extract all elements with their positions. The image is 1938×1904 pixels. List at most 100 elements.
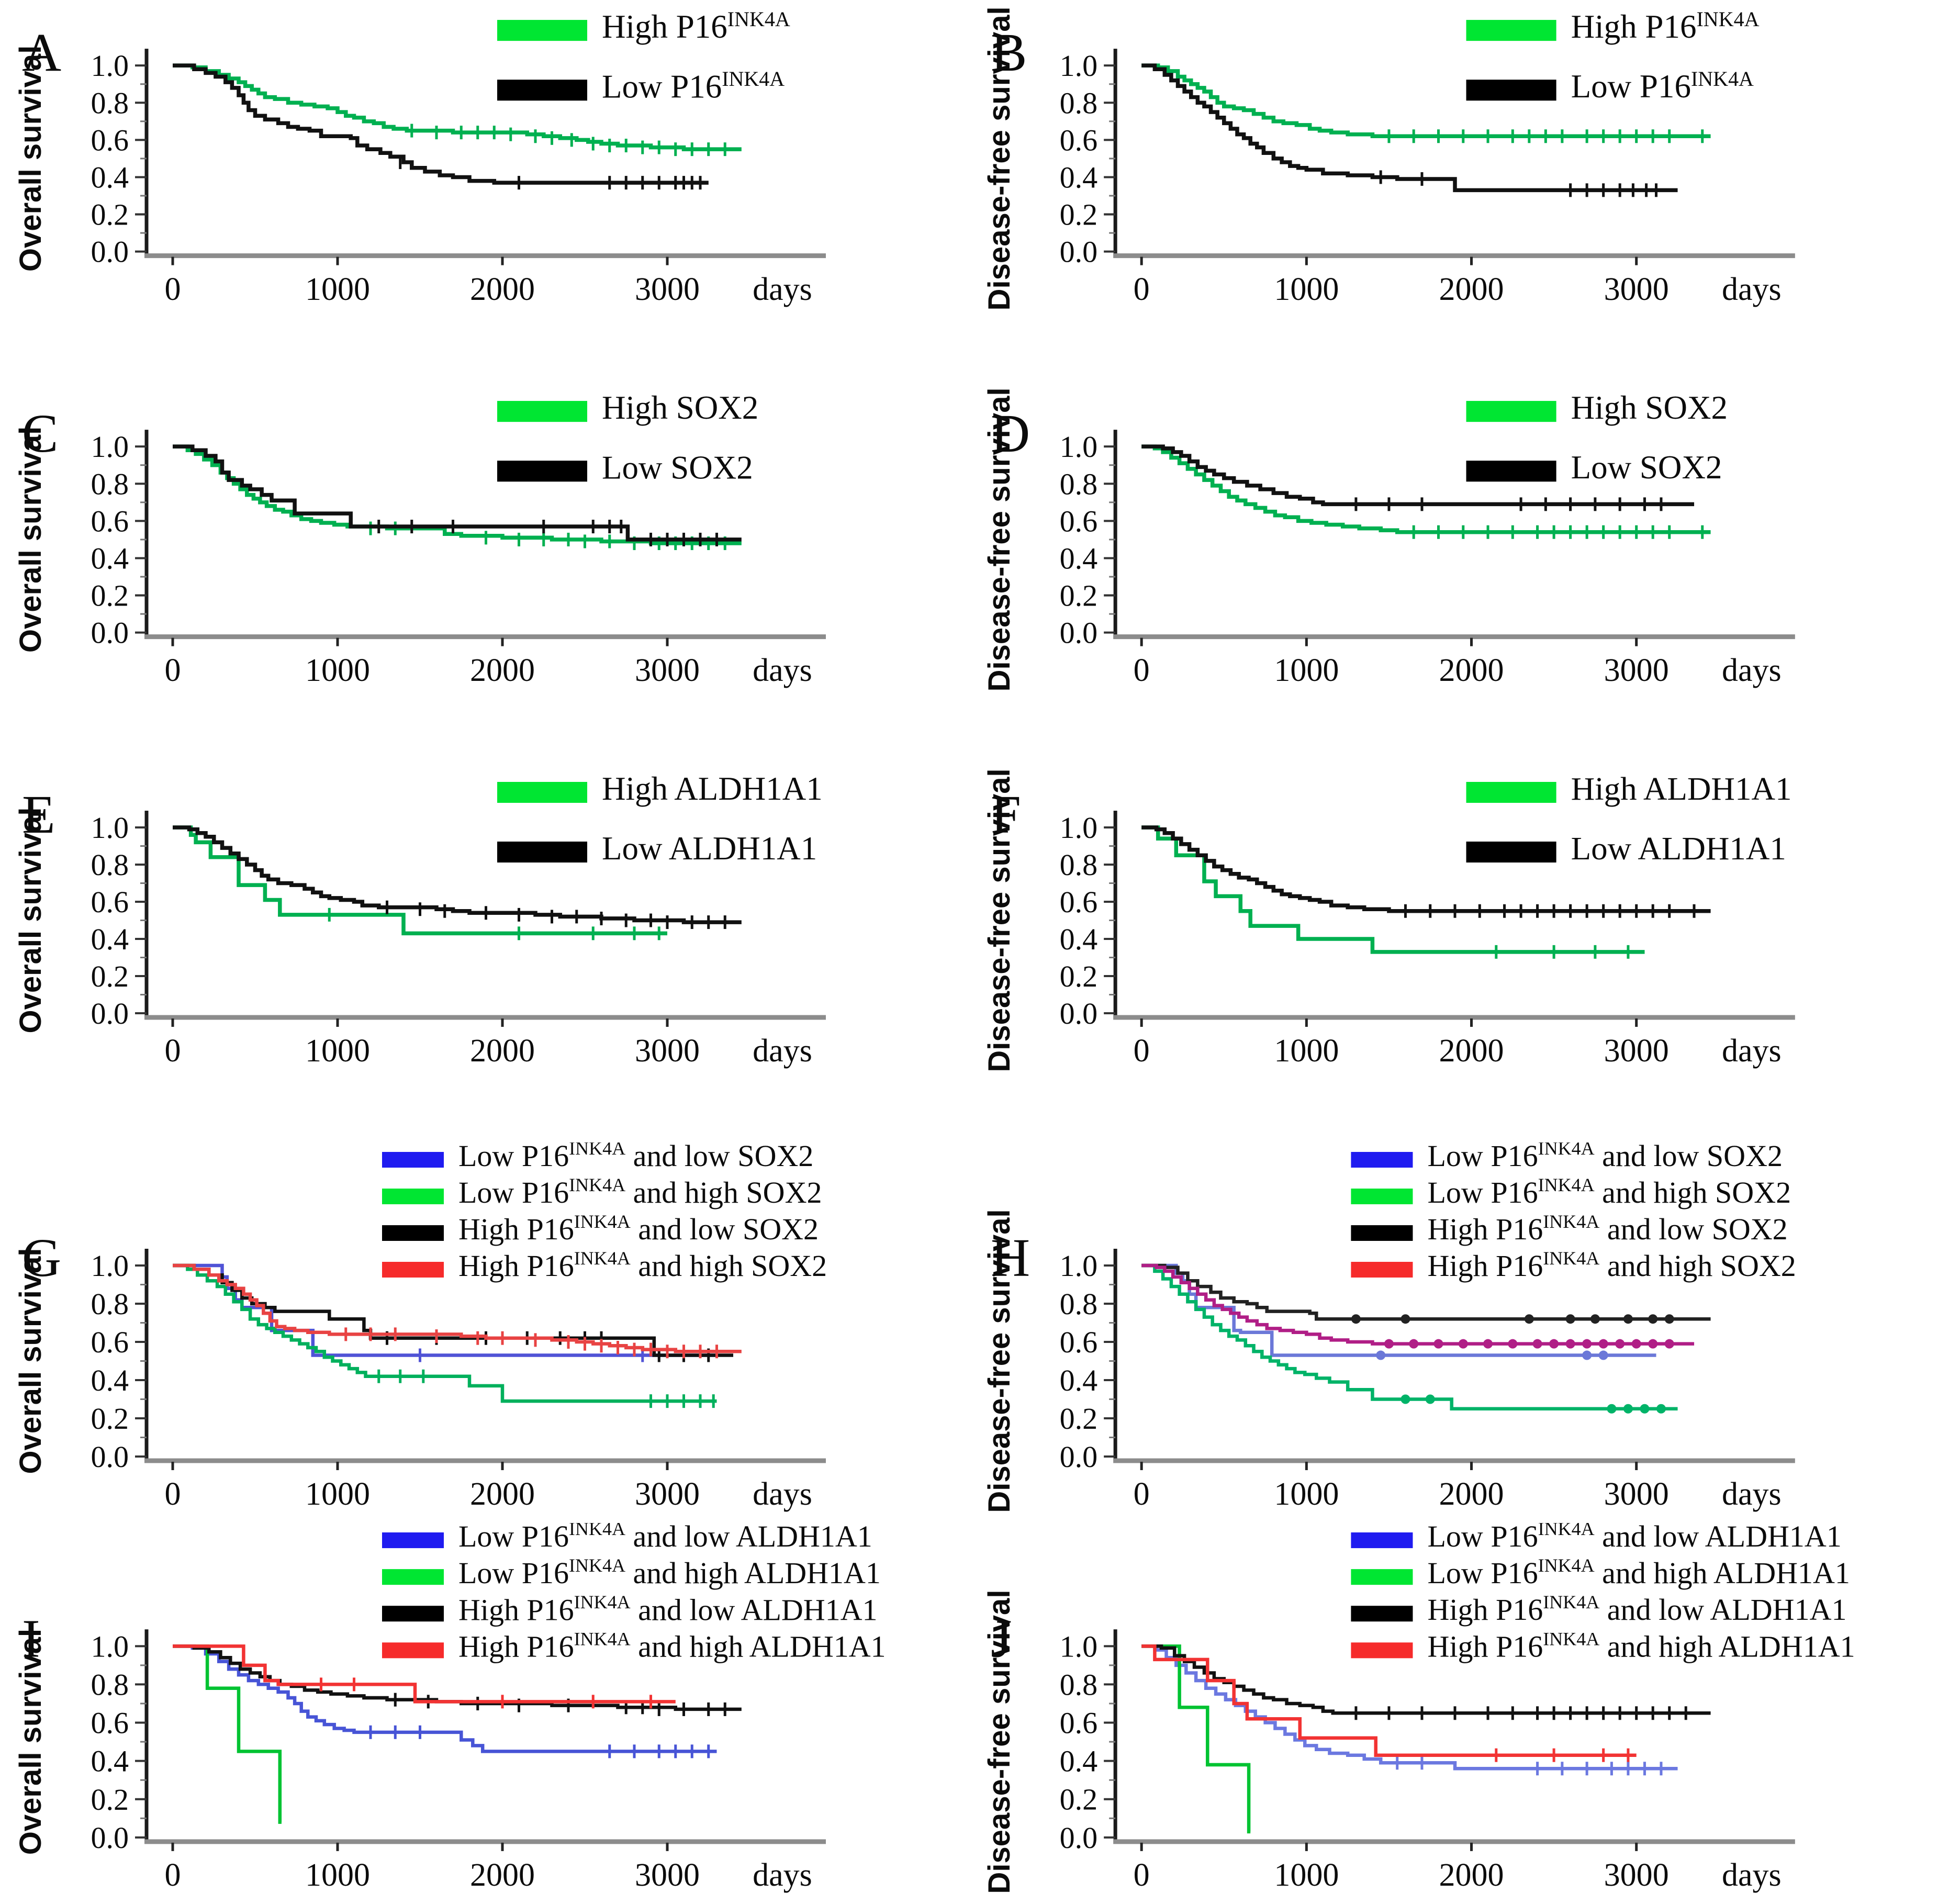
censor-mark [1648, 1314, 1658, 1324]
y-tick-label: 1.0 [1060, 49, 1098, 83]
km-curve-high-aldh1a1 [173, 825, 667, 936]
legend-swatch [382, 1569, 444, 1585]
km-curve-low-p16ink4a-and-high-sox2 [1141, 1263, 1678, 1411]
y-tick-label: 0.2 [1060, 198, 1098, 232]
y-tick-label: 0.6 [1060, 885, 1098, 919]
km-curve-high-sox2 [1141, 444, 1711, 534]
y-tick-label: 0.4 [1060, 1744, 1098, 1778]
y-tick-label: 0.8 [1060, 1287, 1098, 1321]
km-curve-low-sox2 [1141, 444, 1695, 507]
legend-item: High P16INK4A and high SOX2 [1351, 1248, 1796, 1283]
legend-label: High P16INK4A [1571, 7, 1760, 45]
legend-swatch [382, 1262, 444, 1278]
legend-item: High SOX2 [1466, 389, 1728, 426]
y-tick-label: 0.0 [91, 1821, 129, 1855]
censor-mark [1607, 1404, 1617, 1414]
x-axis-title: days [1722, 1476, 1782, 1512]
legend-item: High ALDH1A1 [497, 770, 823, 807]
y-tick-label: 0.4 [1060, 160, 1098, 194]
legend-item: Low P16INK4A and low SOX2 [382, 1143, 813, 1173]
y-tick-label: 0.0 [1060, 1821, 1098, 1855]
km-curve-low-aldh1a1 [173, 825, 742, 924]
legend-swatch [497, 461, 587, 482]
legend-swatch [1466, 782, 1556, 803]
panel-a-chart: 0.00.2 0.40.60.81.0 0 1000 2000 3000 days Overa… [14, 7, 826, 307]
legend-item: Low ALDH1A1 [1466, 830, 1786, 867]
y-tick-label: 0.6 [91, 504, 129, 538]
legend-label: High P16INK4A and low ALDH1A1 [1427, 1592, 1846, 1627]
legend-swatch [497, 20, 587, 41]
km-curve-low-p16ink4a [1141, 63, 1678, 193]
legend-item: Low ALDH1A1 [497, 830, 817, 867]
y-tick-label: 0.6 [91, 1706, 129, 1740]
censor-mark [1351, 1314, 1361, 1324]
x-axis-title: days [1722, 272, 1782, 307]
legend-item: Low SOX2 [497, 449, 753, 486]
legend-item: High ALDH1A1 [1466, 770, 1792, 807]
x-tick-label: 1000 [1274, 272, 1339, 307]
x-axis-title: days [753, 272, 812, 307]
legend-item: Low P16INK4A [497, 67, 785, 105]
y-tick-label: 1.0 [1060, 811, 1098, 845]
x-tick-label: 1000 [1274, 1476, 1339, 1512]
x-tick-label: 0 [1134, 1476, 1150, 1512]
y-tick-label: 0.8 [91, 1287, 129, 1321]
y-tick-label: 0.8 [91, 1667, 129, 1701]
y-tick-label: 0.0 [91, 235, 129, 269]
x-tick-label: 3000 [635, 1033, 700, 1069]
censor-mark [1401, 1394, 1410, 1404]
panel-c: 0.0 0.2 0.4 0.6 0.8 1.0 0 1000 2000 3000 days Overa… [0, 381, 969, 762]
censor-mark [1615, 1339, 1625, 1349]
legend-swatch [497, 80, 587, 101]
y-tick-label: 0.4 [91, 1744, 129, 1778]
legend-label: High SOX2 [602, 389, 758, 426]
legend-label: High ALDH1A1 [602, 770, 823, 807]
panel-h: 0.0 0.2 0.4 0.6 0.8 1.0 0 1000 2000 3000 days Disea… [969, 1143, 1938, 1523]
km-curve-high-p16ink4a-and-high-sox2 [173, 1263, 742, 1353]
panel-letter: D [991, 403, 1030, 464]
legend-swatch [1351, 1606, 1413, 1622]
x-axis-title: days [1722, 653, 1782, 688]
censor-mark [1590, 1314, 1600, 1324]
y-tick-label: 0.0 [91, 616, 129, 650]
y-tick-label: 0.2 [91, 1783, 129, 1817]
x-tick-label: 2000 [470, 1476, 535, 1512]
legend-item: High P16INK4A and low ALDH1A1 [1351, 1592, 1847, 1627]
y-axis-title: Overall survival [14, 46, 48, 272]
legend-swatch [1351, 1152, 1413, 1168]
y-axis-title: Overall survival [14, 1629, 48, 1855]
censor-mark [1623, 1404, 1633, 1414]
y-tick-label: 1.0 [1060, 1249, 1098, 1283]
legend-label: Low ALDH1A1 [1571, 830, 1786, 867]
legend-label: High ALDH1A1 [1571, 770, 1792, 807]
x-tick-label: 2000 [470, 1033, 535, 1069]
panel-h-chart: 0.0 0.2 0.4 0.6 0.8 1.0 0 1000 2000 3000 days Disea… [982, 1143, 1796, 1513]
y-axis-title: Disease-free survival [982, 768, 1016, 1072]
y-tick-label: 0.6 [91, 123, 129, 157]
censor-mark [1384, 1339, 1394, 1349]
legend-swatch [1351, 1569, 1413, 1585]
km-curve-high-p16ink4a [1141, 63, 1711, 139]
legend-label: Low P16INK4A [602, 67, 785, 105]
legend-item: High P16INK4A [1466, 7, 1760, 45]
x-tick-label: 3000 [1604, 1033, 1669, 1069]
y-tick-label: 0.6 [1060, 1325, 1098, 1359]
y-tick-label: 0.6 [91, 885, 129, 919]
legend-swatch [1466, 401, 1556, 422]
x-tick-label: 1000 [305, 653, 370, 688]
censor-mark [1458, 1339, 1468, 1349]
y-tick-label: 0.8 [1060, 467, 1098, 501]
y-tick-label: 0.8 [91, 848, 129, 882]
x-tick-label: 3000 [635, 1476, 700, 1512]
y-axis-title: Disease-free survival [982, 1590, 1016, 1894]
legend-item: High P16INK4A [497, 7, 790, 45]
legend-label: High P16INK4A and high ALDH1A1 [1427, 1628, 1855, 1663]
x-tick-label: 0 [165, 1476, 181, 1512]
x-tick-label: 1000 [305, 1033, 370, 1069]
x-tick-label: 2000 [470, 272, 535, 307]
legend-label: Low P16INK4A and high ALDH1A1 [1427, 1555, 1850, 1590]
legend-item: Low P16INK4A [1466, 67, 1754, 105]
legend-label: Low P16INK4A [1571, 67, 1754, 105]
censor-mark [1598, 1350, 1608, 1360]
legend-item: High SOX2 [497, 389, 758, 426]
